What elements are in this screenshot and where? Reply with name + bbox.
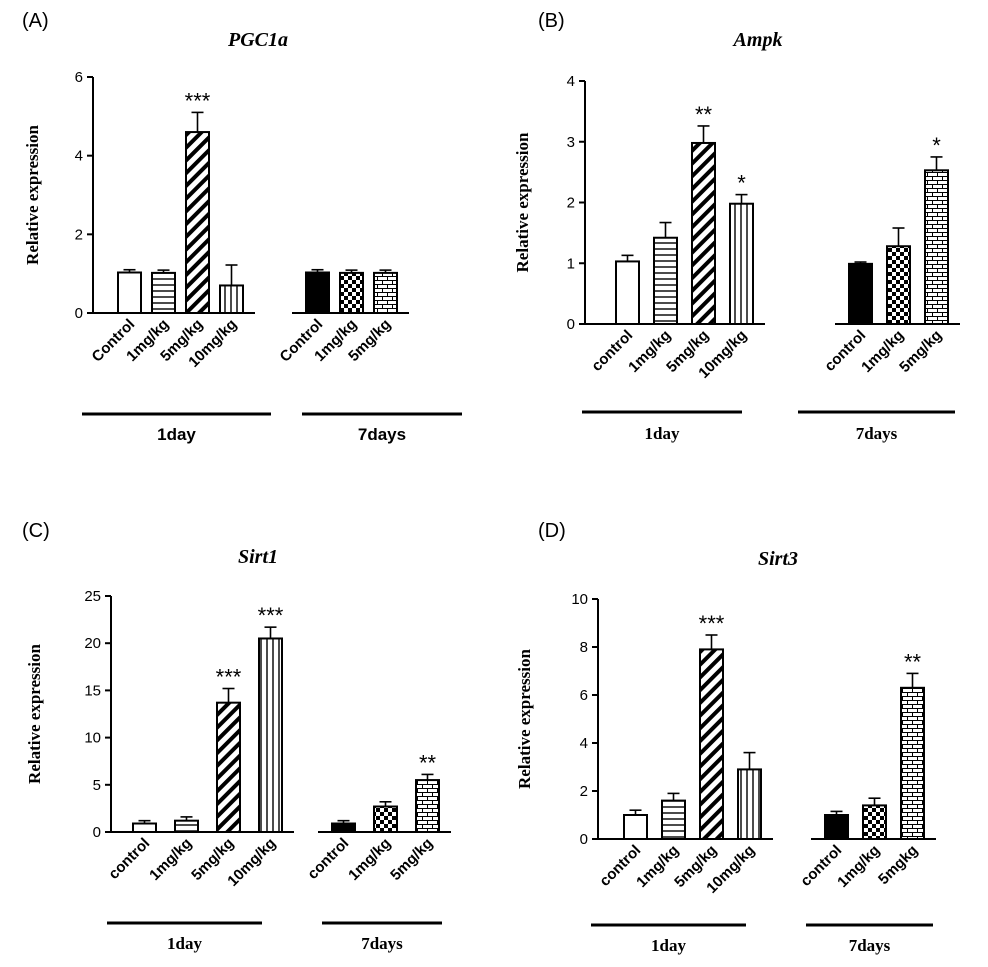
bar <box>151 271 176 315</box>
y-tick-label: 10 <box>84 730 101 747</box>
chart-panel-3: (C) Sirt1 Relative expression 0 5 10 15 20 25 con… <box>22 520 451 953</box>
bar <box>219 284 244 315</box>
y-tick-label: 2 <box>580 783 588 800</box>
panel-label: (C) <box>22 520 50 542</box>
y-tick-label: 10 <box>571 591 588 608</box>
bar <box>258 637 283 833</box>
x-category-label: 5mgkg <box>875 842 921 888</box>
y-tick-label: 20 <box>84 635 101 652</box>
y-tick-label: 15 <box>84 682 101 699</box>
bar <box>661 799 686 840</box>
bar <box>924 169 949 325</box>
significance-marker: *** <box>699 611 725 636</box>
significance-marker: *** <box>216 665 242 690</box>
x-category-label: 1mg/kg <box>146 835 195 884</box>
bar <box>653 236 678 325</box>
y-tick-label: 1 <box>567 255 575 272</box>
bar <box>615 260 640 325</box>
bar <box>862 804 887 841</box>
bar <box>185 131 210 314</box>
x-category-label: 1mg/kg <box>345 835 394 884</box>
group-label: 7days <box>361 934 403 953</box>
bar <box>623 814 648 840</box>
group-label: 1day <box>651 936 686 955</box>
bar <box>737 768 762 841</box>
x-category-label: 5mg/kg <box>896 327 945 376</box>
significance-marker: * <box>737 171 746 196</box>
y-tick-label: 6 <box>580 687 588 704</box>
bar <box>216 701 241 833</box>
x-category-label: control <box>304 835 352 883</box>
y-tick-label: 8 <box>580 639 588 656</box>
y-tick-label: 4 <box>75 148 83 165</box>
y-tick-label: 25 <box>84 588 101 605</box>
y-tick-label: 5 <box>93 777 101 794</box>
bar <box>339 271 364 315</box>
significance-marker: * <box>932 133 941 158</box>
significance-marker: ** <box>904 649 922 674</box>
bar <box>132 822 157 834</box>
x-category-label: control <box>105 835 153 883</box>
y-axis-label: Relative expression <box>25 643 44 783</box>
group-label: 7days <box>856 424 898 443</box>
y-tick-label: 2 <box>75 226 83 243</box>
chart-title: Sirt1 <box>238 546 278 568</box>
y-tick-label: 0 <box>75 305 83 322</box>
significance-marker: *** <box>185 88 211 113</box>
x-category-label: 5mg/kg <box>387 835 436 884</box>
group-label: 1day <box>167 934 202 953</box>
group-label: 7days <box>358 425 406 444</box>
y-axis-label: Relative expression <box>23 124 42 264</box>
bar <box>117 271 142 314</box>
bar <box>848 262 873 326</box>
panel-label: (D) <box>538 520 566 542</box>
panel-label: (A) <box>22 10 49 32</box>
y-tick-label: 3 <box>567 134 575 151</box>
group-label: 1day <box>157 425 196 444</box>
bar <box>699 648 724 841</box>
y-axis-label: Relative expression <box>513 132 532 272</box>
bar <box>886 245 911 326</box>
bar <box>373 805 398 834</box>
significance-marker: ** <box>695 102 713 127</box>
y-tick-label: 0 <box>580 831 588 848</box>
group-label: 1day <box>645 424 680 443</box>
y-tick-label: 0 <box>93 824 101 841</box>
bar <box>331 822 356 834</box>
bar <box>174 819 199 833</box>
bar <box>900 686 925 840</box>
y-tick-label: 4 <box>567 73 575 90</box>
significance-marker: ** <box>419 750 437 775</box>
y-tick-label: 2 <box>567 195 575 212</box>
x-category-label: 1mg/kg <box>834 842 883 891</box>
group-label: 7days <box>849 936 891 955</box>
bar <box>305 271 330 314</box>
y-tick-label: 6 <box>75 69 83 86</box>
y-tick-label: 4 <box>580 735 588 752</box>
chart-title: Sirt3 <box>758 548 798 570</box>
chart-title: Ampk <box>732 29 783 51</box>
bar <box>729 202 754 325</box>
y-tick-label: 0 <box>567 316 575 333</box>
panel-label: (B) <box>538 10 565 32</box>
y-axis-label: Relative expression <box>515 648 534 788</box>
bar <box>373 271 398 315</box>
chart-title: PGC1a <box>227 29 288 51</box>
bar <box>824 814 849 840</box>
bar <box>415 779 440 834</box>
bar <box>691 141 716 325</box>
significance-marker: *** <box>258 603 284 628</box>
